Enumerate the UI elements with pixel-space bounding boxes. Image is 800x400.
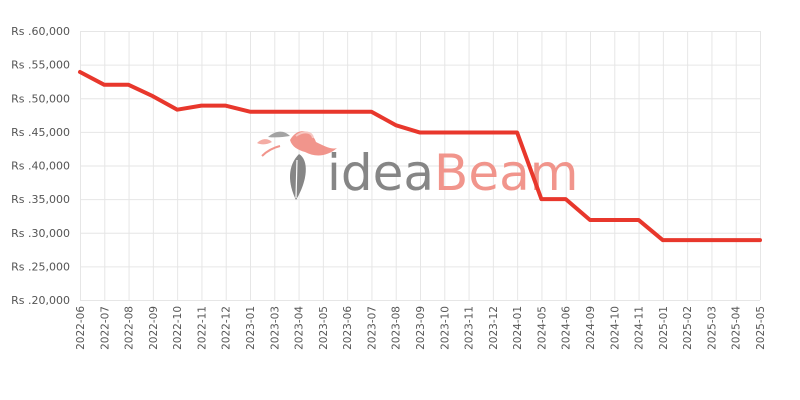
x-tick-label: 2023-08: [391, 306, 403, 350]
y-tick-label: Rs .20,000: [11, 294, 70, 307]
y-tick-label: Rs .40,000: [11, 160, 70, 173]
data-point: [272, 110, 276, 114]
x-tick-label: 2023-04: [294, 306, 306, 350]
y-tick-label: Rs .55,000: [11, 59, 70, 72]
data-point: [418, 131, 422, 135]
watermark-part-beam: Beam: [434, 144, 578, 202]
x-tick-label: 2024-01: [512, 306, 524, 350]
x-tick-label: 2023-05: [318, 306, 330, 350]
data-point: [297, 110, 301, 114]
x-tick-label: 2022-07: [99, 306, 111, 350]
y-tick-label: Rs .25,000: [11, 260, 70, 273]
gridlines: [80, 31, 761, 301]
data-point: [442, 131, 446, 135]
data-point: [467, 131, 471, 135]
x-tick-label: 2025-02: [682, 306, 694, 350]
data-point: [321, 110, 325, 114]
x-tick-label: 2025-01: [658, 306, 670, 350]
x-tick-label: 2023-06: [342, 306, 354, 350]
data-point: [345, 110, 349, 114]
x-tick-label: 2023-01: [245, 306, 257, 350]
price-series-line: [78, 70, 762, 243]
x-tick-label: 2023-12: [488, 306, 500, 350]
data-point: [734, 238, 738, 242]
data-point: [199, 104, 203, 108]
x-tick-label: 2023-07: [366, 306, 378, 350]
x-tick-label: 2023-11: [464, 306, 476, 350]
y-tick-label: Rs .35,000: [11, 193, 70, 206]
x-tick-label: 2024-05: [536, 306, 548, 350]
x-tick-label: 2025-05: [755, 306, 767, 350]
data-point: [588, 218, 592, 222]
x-tick-label: 2022-08: [124, 306, 136, 350]
data-point: [637, 218, 641, 222]
data-point: [491, 131, 495, 135]
x-tick-label: 2024-06: [561, 306, 573, 350]
data-point: [515, 131, 519, 135]
x-tick-label: 2022-09: [148, 306, 160, 350]
x-tick-label: 2022-06: [75, 306, 87, 350]
x-tick-label: 2022-10: [172, 306, 184, 350]
data-point: [369, 110, 373, 114]
watermark-text: ideaBeam: [327, 144, 578, 202]
y-tick-label: Rs .60,000: [11, 25, 70, 38]
x-tick-label: 2024-09: [585, 306, 597, 350]
series-layer: [78, 70, 762, 243]
x-tick-label: 2025-03: [706, 306, 718, 350]
x-tick-label: 2025-04: [731, 306, 743, 350]
x-tick-label: 2024-11: [634, 306, 646, 350]
data-point: [758, 238, 762, 242]
data-point: [151, 94, 155, 98]
bird-logo: [257, 131, 337, 200]
data-point: [564, 197, 568, 201]
data-point: [224, 104, 228, 108]
y-axis: Rs .60,000 Rs .55,000 Rs .50,000 Rs .45,000…: [11, 25, 70, 307]
data-point: [248, 110, 252, 114]
data-point: [175, 108, 179, 112]
x-tick-label: 2023-03: [269, 306, 281, 350]
x-tick-label: 2023-09: [415, 306, 427, 350]
x-tick-label: 2024-10: [609, 306, 621, 350]
data-point: [102, 83, 106, 87]
data-point: [539, 197, 543, 201]
x-tick-label: 2023-10: [439, 306, 451, 350]
data-point: [685, 238, 689, 242]
y-tick-label: Rs .30,000: [11, 227, 70, 240]
data-point: [394, 123, 398, 127]
x-axis: 2022-06 2022-07 2022-08 2022-09 2022-10 2022-…: [75, 306, 767, 350]
watermark-part-idea: idea: [327, 144, 434, 202]
data-point: [709, 238, 713, 242]
ideabeam-watermark: ideaBeam: [257, 131, 578, 202]
y-tick-label: Rs .50,000: [11, 92, 70, 105]
x-tick-label: 2022-11: [196, 306, 208, 350]
data-point: [661, 238, 665, 242]
data-point: [612, 218, 616, 222]
data-point: [127, 83, 131, 87]
data-point: [78, 70, 82, 74]
y-tick-label: Rs .45,000: [11, 126, 70, 139]
x-tick-label: 2022-12: [221, 306, 233, 350]
